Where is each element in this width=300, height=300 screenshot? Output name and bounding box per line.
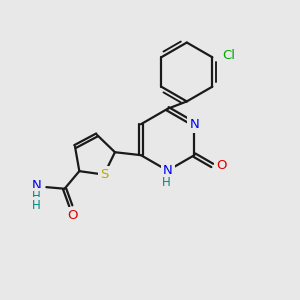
Text: O: O (67, 209, 77, 222)
Text: H: H (32, 190, 41, 203)
Text: O: O (216, 159, 226, 172)
Text: N: N (32, 179, 41, 192)
Text: N: N (190, 118, 199, 131)
Text: H: H (32, 199, 41, 212)
Text: H: H (162, 176, 171, 189)
Text: S: S (100, 168, 108, 181)
Text: N: N (163, 164, 172, 177)
Text: Cl: Cl (223, 49, 236, 62)
